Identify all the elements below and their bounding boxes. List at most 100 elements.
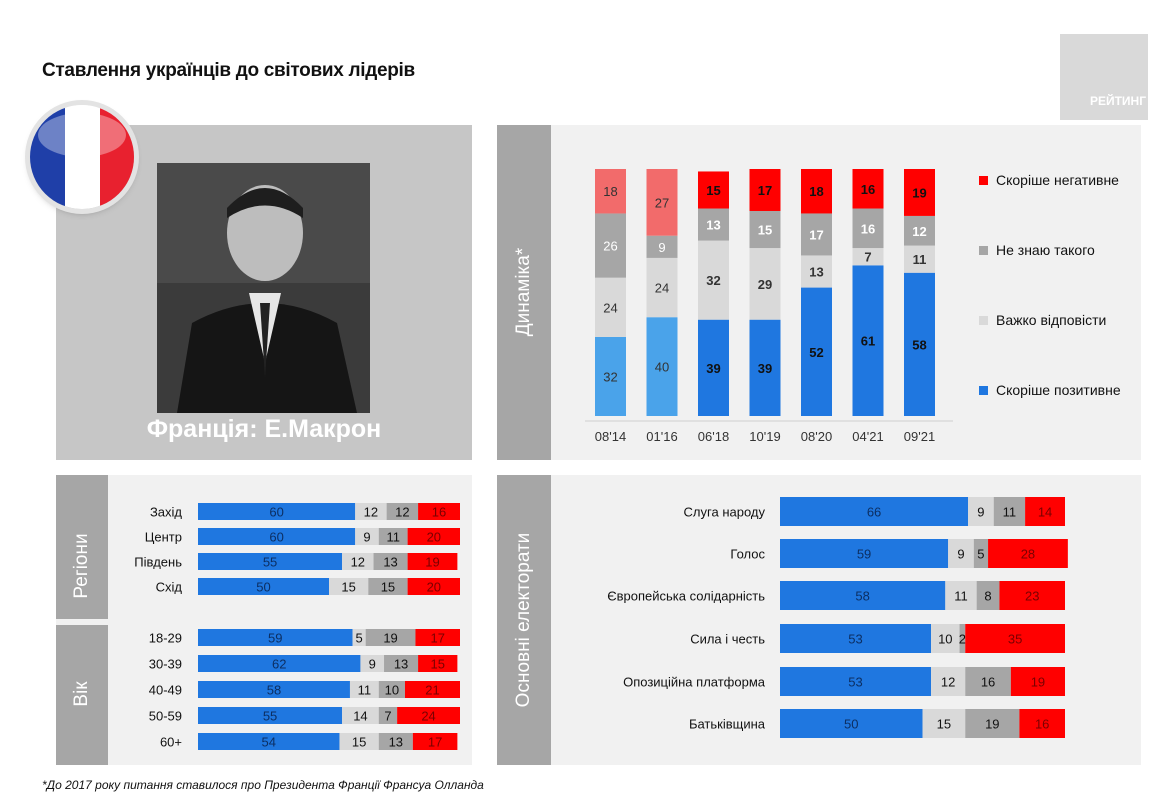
data-label: 19 [985, 717, 999, 732]
row-label: Центр [145, 530, 182, 545]
bar-segment [365, 629, 416, 646]
data-label: 2 [959, 632, 966, 647]
bar-segment [965, 624, 1065, 653]
row-label: 60+ [160, 735, 182, 750]
bar-segment [355, 528, 379, 545]
bar-segment [412, 733, 458, 750]
data-label: 11 [913, 252, 927, 267]
legend-swatch [979, 386, 988, 395]
france-flag-icon [30, 105, 134, 209]
data-label: 23 [1025, 589, 1039, 604]
data-label: 29 [758, 277, 772, 292]
data-label: 53 [848, 675, 862, 690]
bar-segment [945, 581, 977, 610]
data-label: 55 [263, 555, 277, 570]
row-label: Сила і честь [690, 632, 765, 647]
bar-segment [198, 655, 361, 672]
row-label: Опозиційна платформа [623, 675, 766, 690]
bar-segment [698, 240, 729, 320]
data-label: 39 [758, 361, 772, 376]
data-label: 52 [809, 345, 823, 360]
bar-segment [342, 707, 379, 724]
data-label: 13 [389, 735, 403, 750]
bar-segment [749, 319, 781, 416]
row-label: Слуга народу [684, 505, 766, 520]
bar-segment [698, 171, 729, 209]
bar-segment [378, 733, 413, 750]
bar-segment [404, 681, 460, 698]
bar-segment [407, 578, 460, 595]
data-label: 58 [267, 683, 281, 698]
data-label: 12 [941, 675, 955, 690]
bar-segment [646, 317, 678, 416]
bar-segment [407, 553, 458, 570]
bar-segment [378, 707, 398, 724]
data-label: 53 [848, 632, 862, 647]
data-label: 15 [758, 223, 772, 238]
row-label: Європейська солідарність [607, 589, 765, 604]
data-label: 54 [262, 735, 276, 750]
bar-segment [780, 624, 932, 653]
data-label: 60 [269, 530, 283, 545]
bar-segment [931, 667, 966, 696]
bar-segment [378, 681, 405, 698]
data-label: 13 [706, 218, 720, 233]
bar-segment [407, 528, 460, 545]
data-label: 13 [383, 555, 397, 570]
bar-segment [384, 655, 419, 672]
photo-caption: Франція: Е.Макрон [146, 415, 382, 443]
data-label: 39 [706, 361, 720, 376]
data-label: 24 [421, 709, 435, 724]
data-label: 28 [1021, 547, 1035, 562]
bar-segment [976, 581, 1000, 610]
bar-segment [904, 169, 935, 216]
bar-segment [368, 578, 408, 595]
bar-segment [595, 169, 626, 214]
data-label: 9 [369, 657, 376, 672]
bar-segment [646, 169, 678, 236]
data-label: 62 [272, 657, 286, 672]
bar-segment [948, 539, 974, 568]
data-label: 13 [394, 657, 408, 672]
data-label: 40 [655, 360, 669, 375]
bar-segment [904, 272, 935, 416]
data-label: 9 [658, 240, 665, 255]
data-label: 5 [356, 631, 363, 646]
bar-segment [595, 213, 626, 278]
portrait-photo [157, 163, 370, 413]
bar-segment [852, 169, 884, 209]
bar-segment [801, 255, 832, 288]
bar-segment [852, 208, 884, 249]
data-label: 58 [855, 589, 869, 604]
data-label: 15 [937, 717, 951, 732]
x-tick-label: 09'21 [904, 429, 935, 444]
bar-segment [329, 578, 369, 595]
data-label: 18 [809, 184, 823, 199]
bar-segment [373, 553, 408, 570]
legend-label: Скоріше негативне [996, 172, 1119, 188]
data-label: 7 [864, 250, 871, 265]
row-label: 50-59 [149, 709, 182, 724]
bar-segment [931, 624, 960, 653]
bar-segment [973, 539, 989, 568]
bar-segment [1019, 709, 1065, 738]
bar-segment [904, 245, 935, 273]
bar-segment [852, 265, 884, 416]
bar-segment [780, 497, 969, 526]
data-label: 15 [381, 580, 395, 595]
data-label: 15 [352, 735, 366, 750]
data-label: 17 [430, 631, 444, 646]
data-label: 55 [263, 709, 277, 724]
data-label: 19 [912, 185, 926, 200]
data-label: 50 [844, 717, 858, 732]
legend-swatch [979, 246, 988, 255]
data-label: 17 [428, 735, 442, 750]
data-label: 12 [395, 505, 409, 520]
data-label: 19 [1031, 675, 1045, 690]
bar-segment [349, 681, 379, 698]
bar-segment [415, 629, 460, 646]
data-label: 12 [912, 224, 926, 239]
legend-label: Не знаю такого [996, 242, 1095, 258]
page-title: Ставлення українців до світових лідерів [42, 60, 415, 81]
